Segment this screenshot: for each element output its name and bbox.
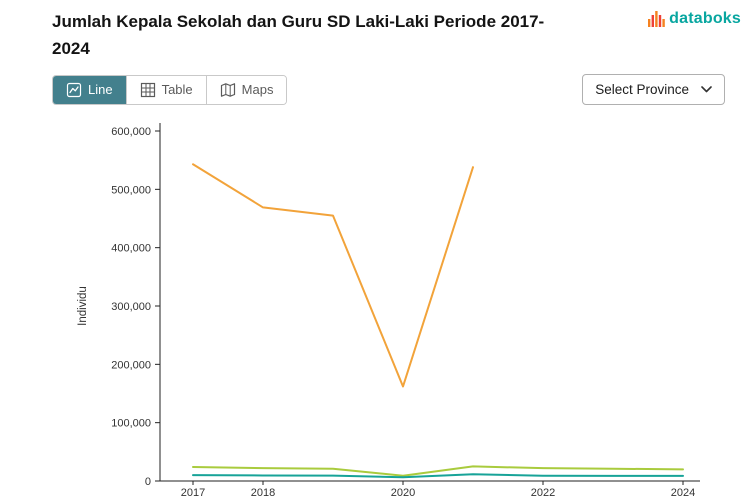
x-tick-label: 2020 — [391, 487, 415, 498]
line-chart-icon — [66, 82, 82, 97]
tab-maps-label: Maps — [241, 82, 274, 98]
databoks-logo[interactable]: databoks — [647, 10, 741, 28]
header: Jumlah Kepala Sekolah dan Guru SD Laki-L… — [0, 0, 753, 62]
y-tick-label: 400,000 — [111, 243, 151, 255]
y-tick-label: 0 — [145, 476, 151, 488]
teal-series-line[interactable] — [192, 473, 684, 479]
x-tick-label: 2024 — [671, 487, 695, 498]
y-tick-label: 200,000 — [111, 360, 151, 372]
tab-table[interactable]: Table — [125, 75, 206, 104]
chevron-down-icon — [701, 86, 712, 93]
table-icon — [140, 82, 155, 97]
x-tick-label: 2018 — [251, 487, 275, 498]
databoks-wordmark: databoks — [669, 10, 741, 27]
x-tick-label: 2017 — [181, 487, 205, 498]
tab-line[interactable]: Line — [53, 75, 126, 104]
tab-line-label: Line — [88, 82, 113, 98]
toolbar: Line Table Maps Select Province — [52, 74, 725, 106]
province-select[interactable]: Select Province — [582, 74, 725, 106]
province-select-label: Select Province — [595, 82, 689, 98]
chart-area: 0 100,000 200,000 300,000 400,000 500,000 600,… — [0, 107, 753, 498]
y-tick-label: 500,000 — [111, 185, 151, 197]
maps-icon — [220, 83, 235, 97]
tab-maps[interactable]: Maps — [205, 75, 287, 104]
orange-series-line[interactable] — [192, 163, 474, 388]
green-series-line[interactable] — [192, 465, 684, 478]
databoks-bars-icon — [648, 11, 665, 27]
y-tick-label: 300,000 — [111, 301, 151, 313]
page-title: Jumlah Kepala Sekolah dan Guru SD Laki-L… — [52, 12, 545, 59]
x-tick-label: 2022 — [531, 487, 555, 498]
view-toggle: Line Table Maps — [52, 74, 288, 105]
y-axis-label: Individu — [77, 287, 89, 327]
y-tick-label: 600,000 — [111, 126, 151, 138]
y-tick-label: 100,000 — [111, 418, 151, 430]
line-chart: 0 100,000 200,000 300,000 400,000 500,000 600,… — [77, 123, 700, 498]
tab-table-label: Table — [161, 82, 193, 98]
